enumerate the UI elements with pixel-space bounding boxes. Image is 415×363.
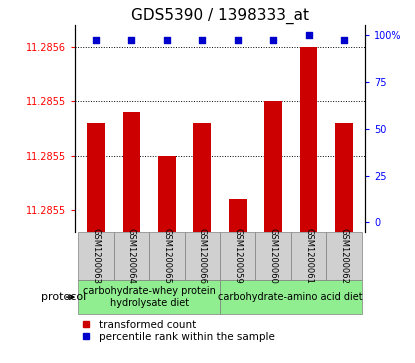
Bar	[229, 199, 247, 232]
Bar	[291, 232, 326, 280]
Point	[93, 37, 99, 43]
Point	[128, 37, 135, 43]
Text: GSM1200062: GSM1200062	[339, 228, 349, 284]
Bar	[300, 47, 317, 232]
Bar	[78, 280, 220, 314]
Text: GSM1200061: GSM1200061	[304, 228, 313, 284]
Bar	[78, 232, 114, 280]
Text: protocol: protocol	[41, 292, 86, 302]
Bar	[335, 123, 353, 232]
Text: GSM1200065: GSM1200065	[162, 228, 171, 284]
Text: carbohydrate-whey protein
hydrolysate diet: carbohydrate-whey protein hydrolysate di…	[83, 286, 215, 308]
Bar	[185, 232, 220, 280]
Bar	[220, 232, 255, 280]
Point	[270, 37, 276, 43]
Bar	[122, 112, 140, 232]
Bar	[193, 123, 211, 232]
Bar	[220, 280, 361, 314]
Bar	[158, 156, 176, 232]
Bar	[149, 232, 185, 280]
Title: GDS5390 / 1398333_at: GDS5390 / 1398333_at	[131, 8, 309, 24]
Text: GSM1200066: GSM1200066	[198, 228, 207, 284]
Legend: transformed count, percentile rank within the sample: transformed count, percentile rank withi…	[80, 318, 277, 344]
Text: GSM1200060: GSM1200060	[269, 228, 278, 284]
Point	[199, 37, 205, 43]
Bar	[326, 232, 361, 280]
Point	[341, 37, 347, 43]
Text: GSM1200063: GSM1200063	[91, 228, 100, 284]
Bar	[264, 102, 282, 232]
Bar	[114, 232, 149, 280]
Bar	[87, 123, 105, 232]
Text: carbohydrate-amino acid diet: carbohydrate-amino acid diet	[218, 292, 363, 302]
Point	[305, 32, 312, 38]
Point	[164, 37, 170, 43]
Text: GSM1200059: GSM1200059	[233, 228, 242, 284]
Point	[234, 37, 241, 43]
Bar	[255, 232, 291, 280]
Text: GSM1200064: GSM1200064	[127, 228, 136, 284]
